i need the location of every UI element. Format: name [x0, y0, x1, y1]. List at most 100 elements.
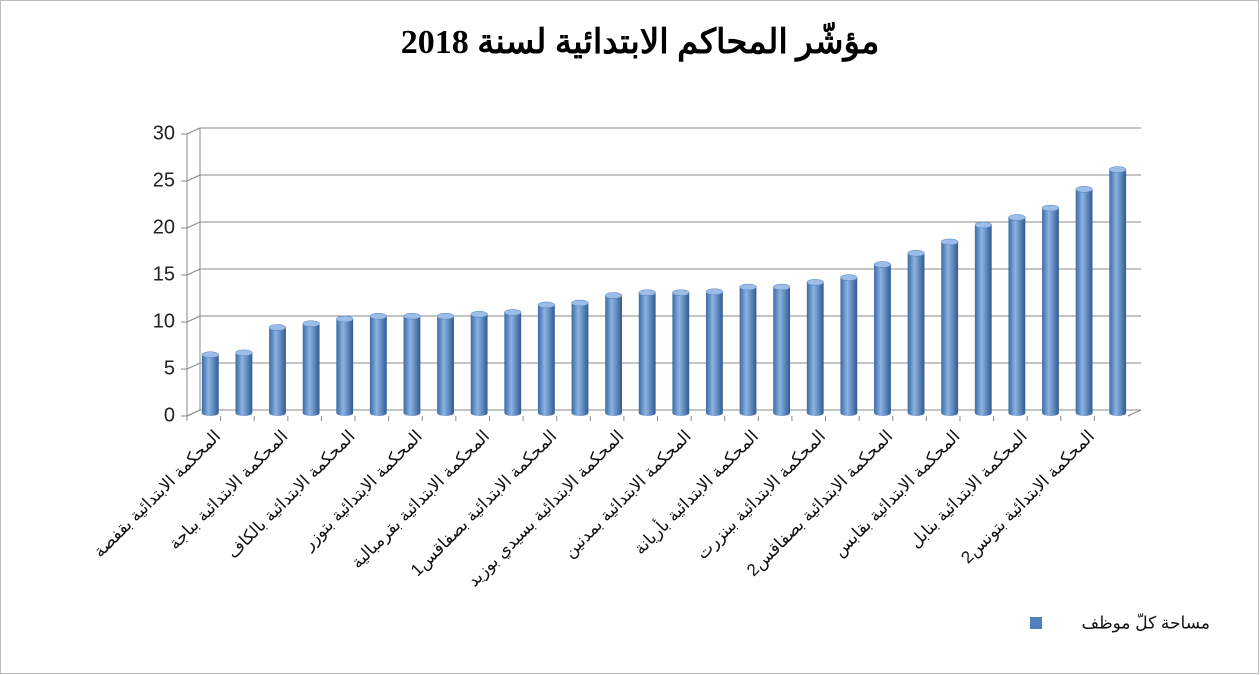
bar-top — [772, 283, 791, 291]
bar-body — [638, 292, 656, 416]
bar-top — [974, 221, 992, 229]
bar-body — [706, 291, 723, 416]
bar — [436, 312, 455, 416]
bar-body — [1109, 169, 1127, 416]
bar — [235, 349, 253, 416]
bar-body — [874, 264, 891, 416]
bar-top — [336, 315, 354, 323]
bar — [873, 261, 892, 416]
y-tick-label: 10 — [153, 310, 175, 332]
bar-body — [1008, 217, 1026, 416]
bar-top — [638, 289, 656, 296]
bar-top — [504, 309, 522, 316]
bar-top — [436, 312, 455, 320]
grid-line — [186, 409, 201, 417]
bar-top — [672, 289, 690, 296]
bar — [1075, 186, 1093, 416]
bar-body — [1042, 208, 1059, 416]
bar — [403, 312, 421, 416]
bar — [369, 312, 387, 416]
bar — [672, 289, 690, 416]
bar-top — [1075, 186, 1093, 193]
bar — [907, 249, 925, 416]
y-tick-label: 20 — [153, 216, 175, 238]
bar-top — [941, 238, 959, 246]
bar — [336, 315, 354, 416]
bar-top — [470, 311, 488, 318]
bar-body — [269, 327, 286, 416]
bar-top — [1041, 204, 1060, 212]
grid-line — [186, 127, 201, 135]
bar-top — [806, 279, 824, 286]
y-tick-label: 30 — [153, 122, 175, 144]
bar-body — [974, 225, 992, 416]
bar — [772, 283, 791, 416]
bar-body — [840, 277, 858, 416]
bar-top — [840, 274, 858, 281]
bar — [268, 324, 287, 416]
bar — [840, 274, 858, 416]
bar-body — [941, 241, 959, 416]
bar-body — [773, 287, 791, 416]
bar-body — [571, 303, 589, 416]
bar — [1041, 204, 1060, 416]
grid-line — [186, 268, 201, 276]
bar-top — [604, 292, 623, 299]
bar — [302, 320, 320, 416]
bar-top — [403, 312, 421, 320]
legend-label: مساحة كلّ موظف — [1081, 613, 1210, 633]
bar-body — [739, 287, 757, 416]
bar-top — [571, 299, 589, 307]
bar-body — [605, 295, 622, 416]
bar — [806, 279, 824, 416]
bar-top — [268, 324, 287, 331]
bar — [504, 309, 522, 416]
bar-body — [403, 316, 421, 416]
bar — [705, 288, 724, 416]
y-tick-label: 15 — [153, 263, 175, 285]
bar — [201, 351, 219, 416]
grid-line — [186, 315, 201, 323]
bar-top — [1008, 214, 1026, 221]
bar-top — [873, 261, 892, 268]
bar-top — [302, 320, 320, 327]
bar-body — [235, 352, 253, 416]
bar — [739, 283, 757, 416]
bar-top — [907, 249, 925, 257]
bar-top — [705, 288, 724, 295]
bar-top — [369, 312, 387, 320]
grid-line — [186, 362, 201, 370]
legend-swatch — [1030, 617, 1042, 629]
bar-body — [1075, 189, 1093, 416]
bar-top — [235, 349, 253, 357]
bar-top — [537, 301, 556, 309]
bar-body — [201, 354, 219, 416]
bar-body — [302, 323, 320, 416]
bar — [537, 301, 556, 416]
y-tick-label: 25 — [153, 169, 175, 191]
y-tick-label: 0 — [164, 404, 175, 426]
bar-top — [739, 283, 757, 291]
bar — [974, 221, 992, 416]
bar — [638, 289, 656, 416]
y-tick-label: 5 — [164, 357, 175, 379]
bar-body — [369, 316, 387, 416]
chart-title: مؤشّر المحاكم الابتدائية لسنة 2018 — [401, 21, 880, 62]
bar-body — [437, 316, 454, 416]
bar — [941, 238, 959, 416]
bar-top — [201, 351, 219, 358]
bar-top — [1109, 166, 1127, 173]
bar-body — [672, 292, 690, 416]
bar-body — [336, 319, 354, 416]
bar-body — [806, 282, 824, 416]
bar — [1008, 214, 1026, 416]
bar — [470, 311, 488, 416]
bar — [1109, 166, 1127, 416]
bar — [604, 292, 623, 416]
bar-body — [537, 304, 555, 416]
bar — [571, 299, 589, 416]
grid-line — [186, 174, 201, 182]
grid-line — [186, 221, 201, 229]
bar-body — [504, 312, 522, 416]
